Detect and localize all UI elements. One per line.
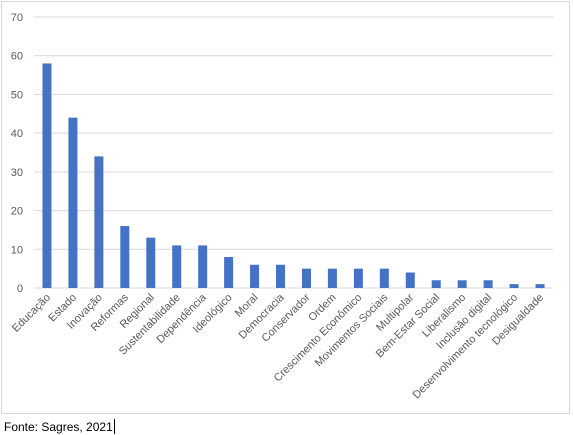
source-note: Fonte: Sagres, 2021	[4, 419, 115, 434]
y-tick-label: 60	[11, 51, 23, 63]
text-cursor	[113, 419, 115, 434]
y-tick-label: 20	[11, 206, 23, 218]
bar	[250, 264, 260, 288]
bar	[94, 156, 104, 288]
y-axis-ticks: 0 10 20 30 40 50 60 70	[11, 12, 23, 295]
y-tick-label: 40	[11, 128, 23, 140]
bar	[172, 245, 182, 288]
bars	[42, 63, 545, 289]
bar	[42, 63, 52, 289]
bar	[224, 257, 234, 288]
y-tick-label: 30	[11, 167, 23, 179]
bar	[301, 268, 311, 288]
bar	[120, 226, 130, 288]
bar	[68, 117, 78, 289]
y-tick-label: 0	[17, 283, 23, 295]
bar	[431, 280, 441, 288]
bar	[146, 237, 156, 288]
y-tick-label: 50	[11, 89, 23, 101]
bar	[379, 268, 389, 288]
bar	[353, 268, 363, 288]
bar	[327, 268, 337, 288]
bar	[535, 284, 545, 288]
bar	[405, 272, 415, 288]
y-tick-label: 10	[11, 244, 23, 256]
bar	[483, 280, 493, 288]
bar	[198, 245, 208, 288]
bar	[509, 284, 519, 288]
source-note-text: Fonte: Sagres, 2021	[4, 420, 113, 434]
x-category-label: Educação	[10, 292, 53, 335]
gridlines	[34, 16, 553, 289]
bar	[457, 280, 467, 288]
y-tick-label: 70	[11, 12, 23, 24]
bar	[276, 264, 286, 288]
x-axis-categories: EducaçãoEstadoInovaçãoReformasRegionalSu…	[10, 291, 546, 401]
